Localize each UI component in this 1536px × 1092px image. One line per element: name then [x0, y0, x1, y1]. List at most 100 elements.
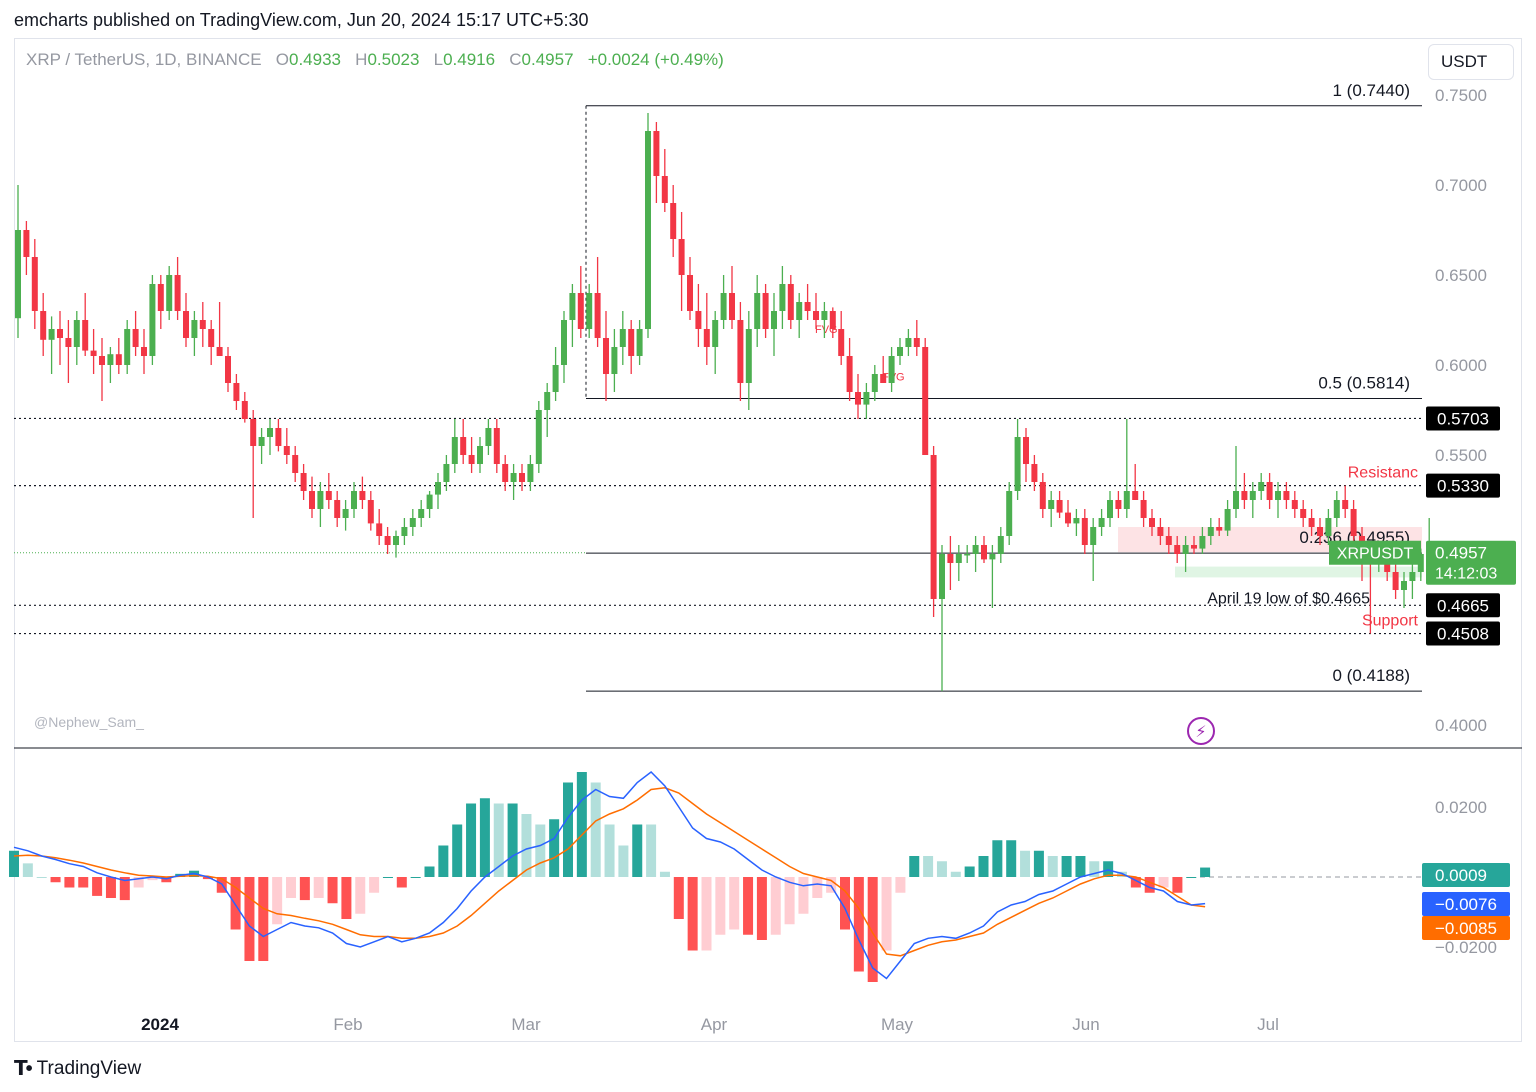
candle-body	[73, 320, 80, 347]
level-price-tag	[1426, 406, 1500, 431]
macd-histogram-bar	[396, 877, 407, 888]
candle-body	[426, 494, 433, 509]
macd-histogram-bar	[286, 877, 296, 898]
level-price-tag	[1426, 593, 1500, 618]
currency-button[interactable]: USDT	[1428, 44, 1514, 80]
macd-histogram-bar	[133, 877, 144, 888]
current-price-box	[1426, 540, 1516, 585]
candle-body	[132, 329, 139, 347]
macd-histogram-bar	[549, 819, 560, 877]
candle-body	[183, 311, 189, 338]
candle-body	[31, 257, 38, 311]
candle-body	[149, 284, 156, 356]
candle-body	[124, 329, 131, 365]
candle-body	[1258, 482, 1265, 491]
symbol-name[interactable]: XRP / TetherUS, 1D, BINANCE	[26, 50, 262, 69]
macd-histogram-bar	[687, 877, 698, 951]
candle-body	[745, 329, 752, 383]
candle-body	[939, 554, 945, 599]
candle-body	[174, 275, 181, 311]
level-annotation: April 19 low of $0.4665	[1207, 590, 1370, 607]
candle-body	[519, 473, 525, 482]
level-price-tag	[1426, 621, 1500, 646]
candle-body	[787, 284, 794, 320]
candle-body	[569, 293, 576, 320]
macd-histogram-bar	[1020, 850, 1031, 877]
macd-histogram-bar	[923, 856, 934, 877]
fib-level-label: 1 (0.7440)	[1333, 81, 1411, 100]
candle-body	[922, 347, 929, 455]
candle-body	[1325, 518, 1332, 536]
chart-frame	[14, 38, 1522, 1042]
high-value: 0.5023	[367, 50, 420, 69]
symbol-price-tag-label: XRPUSDT	[1337, 546, 1414, 563]
candle-body	[678, 239, 685, 275]
candle-body	[1199, 536, 1206, 549]
time-axis-tick: Feb	[333, 1015, 362, 1034]
candle-body	[191, 320, 198, 338]
candle-body	[1300, 509, 1307, 518]
macd-histogram-bar	[826, 877, 837, 893]
macd-histogram-bar	[299, 877, 310, 901]
macd-histogram-bar	[9, 850, 19, 877]
macd-histogram-bar	[1172, 877, 1183, 893]
candle-body	[1073, 518, 1080, 524]
time-axis-tick: Jul	[1257, 1015, 1279, 1034]
candle-body	[334, 500, 341, 518]
macd-value-tag	[1422, 892, 1510, 916]
candle-body	[695, 311, 702, 329]
macd-histogram-bar	[78, 877, 89, 888]
candle-body	[292, 455, 299, 473]
current-price-label: 0.4957	[1435, 544, 1487, 563]
candle-body	[628, 329, 635, 356]
macd-value-label: −0.0085	[1435, 919, 1497, 938]
candle-body	[1275, 491, 1281, 500]
candle-body	[485, 428, 492, 446]
candle-body	[544, 392, 551, 410]
candle-body	[82, 320, 89, 351]
candle-body	[359, 491, 366, 500]
candle-body	[90, 350, 97, 356]
candle-body	[972, 545, 979, 554]
macd-histogram-bar	[1033, 850, 1044, 877]
price-axis-tick: 0.4000	[1435, 716, 1487, 735]
candle-body	[1056, 500, 1063, 513]
macd-histogram-bar	[479, 798, 490, 877]
fib-level-label: 0 (0.4188)	[1333, 666, 1411, 685]
candle-body	[964, 554, 971, 556]
macd-histogram-bar	[244, 877, 255, 961]
candle-body	[897, 347, 903, 356]
candle-body	[762, 293, 769, 329]
macd-histogram-bar	[909, 856, 920, 877]
macd-histogram-bar	[36, 877, 47, 878]
macd-histogram-bar	[313, 877, 324, 898]
candle-body	[1014, 437, 1021, 491]
candle-body	[451, 437, 458, 464]
candle-body	[1266, 482, 1273, 500]
open-value: 0.4933	[288, 50, 341, 69]
macd-histogram-bar	[770, 877, 781, 935]
level-annotation: Resistanc	[1348, 465, 1418, 482]
candle-body	[1081, 518, 1088, 545]
candle-body	[855, 392, 861, 405]
candle-body	[300, 473, 307, 491]
candle-body	[1123, 491, 1130, 509]
tradingview-mark-icon: 𝗧•	[14, 1058, 33, 1080]
macd-histogram-bar	[1158, 877, 1169, 888]
candle-body	[1098, 518, 1105, 527]
level-price-label: 0.5330	[1437, 477, 1489, 496]
candle-body	[955, 554, 962, 563]
macd-histogram-bar	[521, 814, 532, 877]
tradingview-brand-text: TradingView	[36, 1057, 142, 1079]
candle-body	[712, 320, 719, 347]
candle-body	[107, 354, 114, 365]
countdown-label: 14:12:03	[1435, 566, 1497, 583]
macd-histogram-bar	[632, 824, 643, 877]
tradingview-logo[interactable]: 𝗧• TradingView	[14, 1056, 141, 1081]
macd-axis-tick: −0.0200	[1435, 938, 1497, 957]
macd-histogram-bar	[369, 877, 380, 893]
candle-body	[829, 311, 836, 329]
macd-histogram-bar	[853, 877, 864, 972]
macd-histogram-bar	[646, 824, 657, 877]
